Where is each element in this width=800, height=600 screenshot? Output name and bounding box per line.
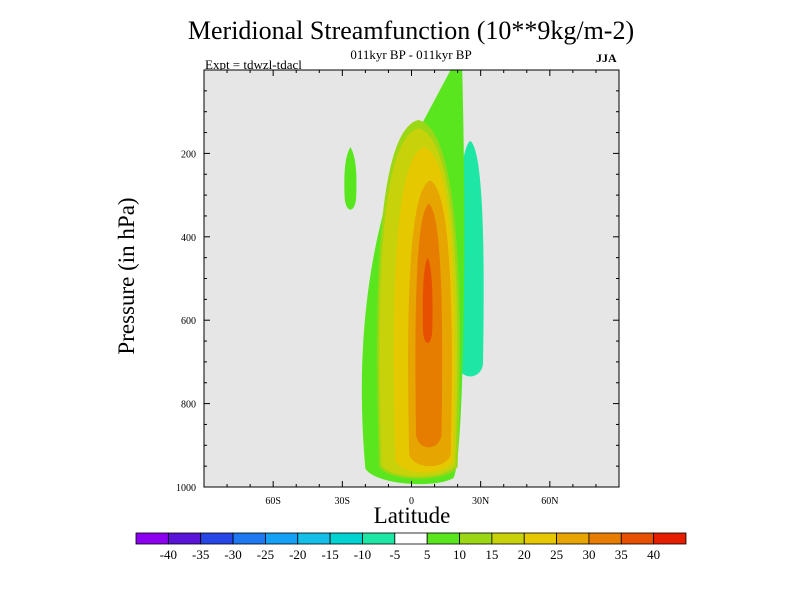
colorbar-box: [265, 532, 299, 545]
colorbar-label: 40: [647, 547, 660, 562]
colorbar-box: [297, 532, 331, 545]
colorbar-box: [556, 532, 590, 545]
x-tick-label: 60N: [541, 496, 558, 507]
colorbar-label: 20: [518, 547, 531, 562]
chart-title: Meridional Streamfunction (10**9kg/m-2): [187, 16, 635, 45]
x-tick-label: 0: [409, 496, 414, 507]
colorbar-box: [394, 532, 428, 545]
colorbar-box: [135, 532, 169, 545]
colorbar-box: [620, 532, 655, 545]
colorbar-label: 30: [582, 547, 595, 562]
colorbar-label: -20: [289, 547, 306, 562]
colorbar-box: [362, 532, 396, 545]
contour-regions: [344, 70, 484, 485]
colorbar-label: -25: [257, 547, 274, 562]
x-tick-label: 30N: [472, 496, 489, 507]
colorbar-box: [167, 532, 202, 545]
colorbar-box: [491, 532, 525, 545]
y-tick-label: 200: [181, 149, 196, 160]
contour-region-8: [422, 257, 433, 344]
colorbar-label: -35: [192, 547, 209, 562]
season-label: JJA: [596, 51, 617, 65]
colorbar-box: [426, 532, 460, 545]
y-tick-label: 1000: [176, 483, 196, 494]
colorbar-label: 5: [424, 547, 431, 562]
x-tick-label: 30S: [335, 496, 351, 507]
colorbar-label: -40: [160, 547, 177, 562]
y-tick-label: 400: [181, 233, 196, 244]
colorbar-box: [329, 532, 363, 545]
colorbar-label: -10: [354, 547, 371, 562]
colorbar-label: 10: [453, 547, 466, 562]
y-tick-label: 800: [181, 400, 196, 411]
colorbar-label: 15: [485, 547, 498, 562]
colorbar-box: [232, 532, 266, 545]
axis-ticks: 200 400 600 800 1000 60S 30S 0 30N 60N: [176, 70, 619, 507]
chart-subtitle: 011kyr BP - 011kyr BP: [350, 47, 472, 62]
x-axis-label: Latitude: [373, 503, 451, 528]
colorbar-label: 25: [550, 547, 563, 562]
colorbar-box: [200, 532, 234, 545]
colorbar-box: [653, 532, 687, 545]
x-tick-label: 60S: [265, 496, 281, 507]
colorbar-box: [588, 532, 622, 545]
experiment-label: Expt = tdwzl-tdacl: [205, 57, 302, 72]
colorbar: -40 -35 -30 -25 -20 -15 -10 -5 5 10 15 20 25 30 35 40: [135, 532, 687, 562]
colorbar-label: -15: [321, 547, 338, 562]
colorbar-label: -30: [224, 547, 241, 562]
colorbar-box: [523, 532, 557, 545]
colorbar-label: 35: [615, 547, 628, 562]
contour-region-2: [344, 147, 357, 210]
y-tick-label: 600: [181, 316, 196, 327]
colorbar-box: [459, 532, 493, 545]
colorbar-label: -5: [389, 547, 400, 562]
